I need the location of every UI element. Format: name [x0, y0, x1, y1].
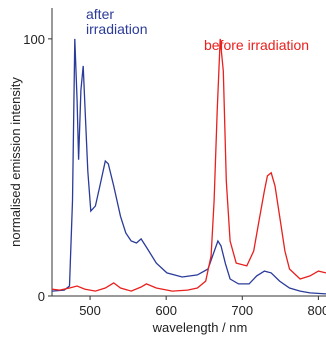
- annotation: irradiation: [86, 21, 147, 37]
- y-axis-label: normalised emission intensity: [8, 77, 23, 247]
- annotation: before irradiation: [204, 37, 309, 53]
- series-line: [51, 38, 326, 292]
- x-tick-label: 700: [231, 303, 253, 318]
- x-tick-label: 500: [79, 303, 101, 318]
- annotation: after: [86, 6, 114, 22]
- x-tick-label: 800: [308, 303, 326, 318]
- x-axis-label: wavelength / nm: [152, 320, 248, 335]
- x-tick-label: 600: [155, 303, 177, 318]
- series-line: [51, 38, 326, 295]
- y-tick-label: 0: [38, 289, 45, 304]
- y-tick-label: 100: [23, 32, 45, 47]
